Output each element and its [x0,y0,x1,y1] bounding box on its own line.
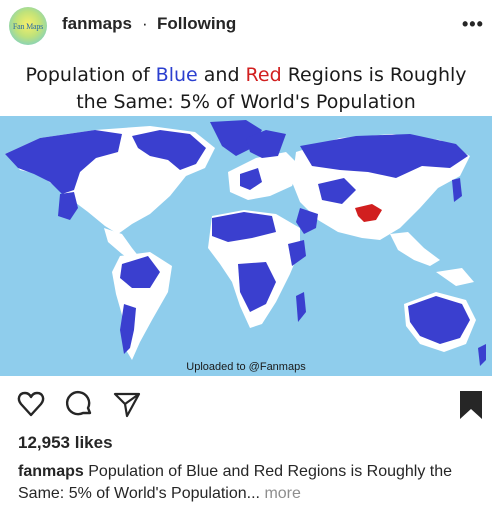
map-title: Population of Blue and Red Regions is Ro… [0,62,492,116]
title-part: and [197,64,246,86]
central-america-land [104,228,140,262]
caption: fanmaps Population of Blue and Red Regio… [18,461,478,505]
patagonia-blue [120,304,136,354]
alaska-blue [58,192,78,220]
post-header: Fan Maps fanmaps · Following ••• [0,0,492,52]
title-red-word: Red [245,64,282,86]
action-bar [0,385,492,425]
world-map [0,116,492,376]
upload-credit: Uploaded to @Fanmaps [186,361,306,373]
new-guinea-land [436,268,474,286]
south-america-blue [120,256,160,288]
comment-icon[interactable] [64,389,94,419]
more-options-icon[interactable]: ••• [462,14,484,34]
red-region [355,204,382,222]
europe-blue [240,168,262,190]
new-zealand-blue [478,344,486,366]
central-africa-blue [238,262,276,312]
north-africa-blue [212,212,276,242]
canada-east-blue [132,130,206,170]
north-america-blue [5,130,122,194]
title-part: Population of [25,64,156,86]
bookmark-icon[interactable] [456,389,486,419]
post-image[interactable]: Population of Blue and Red Regions is Ro… [0,54,492,376]
australia-blue [408,296,470,344]
japan-blue [452,178,462,202]
username-link[interactable]: fanmaps [62,14,132,33]
caption-username[interactable]: fanmaps [18,463,84,480]
title-line-2: the Same: 5% of World's Population [76,91,416,113]
title-blue-word: Blue [155,64,198,86]
title-part: Regions is Roughly [281,64,467,86]
horn-of-africa-blue [288,240,306,266]
russia-blue [300,134,468,178]
heart-icon[interactable] [16,389,46,419]
caption-text: Population of Blue and Red Regions is Ro… [18,463,453,502]
avatar-logo-text: Fan Maps [12,21,44,31]
likes-count[interactable]: 12,953 likes [18,433,113,452]
following-button[interactable]: Following [157,14,237,33]
caption-more-link[interactable]: more [264,485,301,502]
separator-dot: · [142,14,148,33]
southeast-asia-land [390,232,440,266]
avatar[interactable]: Fan Maps [9,7,47,45]
scandinavia-blue [246,130,286,158]
middle-east-blue [296,208,318,234]
central-asia-blue [318,178,356,204]
madagascar [296,292,306,322]
share-icon[interactable] [112,389,142,419]
